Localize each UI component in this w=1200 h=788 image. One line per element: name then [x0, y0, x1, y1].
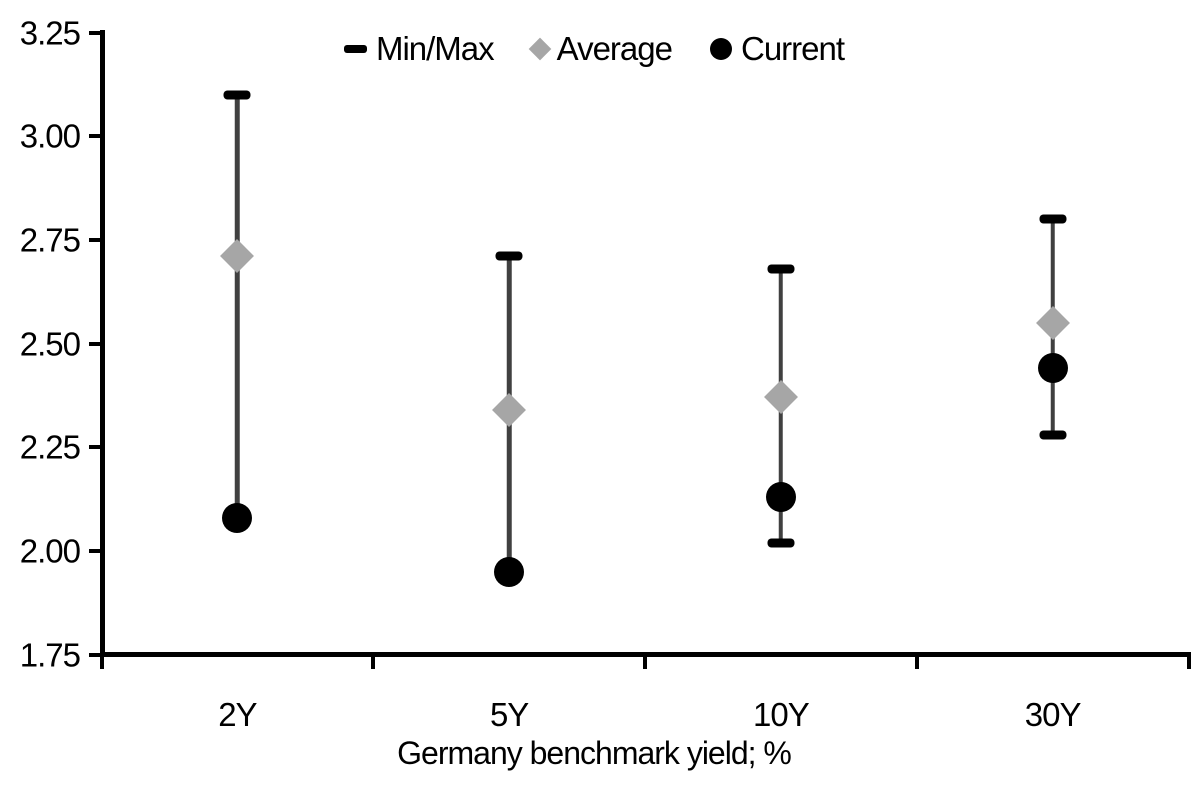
y-tick: [89, 237, 103, 242]
max-cap: [1039, 214, 1067, 224]
y-tick: [89, 652, 103, 657]
x-tick: [914, 652, 919, 669]
average-marker: [1035, 305, 1070, 340]
current-circle-icon: [709, 38, 732, 60]
y-tick: [89, 134, 103, 139]
y-tick-label: 2.50: [19, 325, 81, 362]
y-tick-label: 1.75: [19, 636, 81, 673]
average-marker: [220, 239, 255, 274]
legend-item-minmax: Min/Max: [343, 30, 495, 68]
y-tick: [89, 30, 103, 35]
y-tick-label: 2.25: [19, 428, 81, 466]
average-marker: [763, 380, 798, 415]
legend-label-minmax: Min/Max: [375, 30, 495, 67]
legend-item-current: Current: [709, 30, 845, 68]
y-tick-label: 3.25: [19, 14, 81, 51]
x-category-label: 10Y: [753, 696, 810, 733]
x-tick: [99, 652, 104, 669]
legend-label-current: Current: [740, 30, 845, 67]
x-category-label: 2Y: [218, 696, 257, 733]
legend: Min/Max Average Current: [0, 30, 1188, 68]
x-axis-title: Germany benchmark yield; %: [397, 735, 792, 771]
average-marker: [492, 392, 527, 427]
max-cap: [767, 264, 795, 274]
y-tick-label: 2.00: [19, 532, 81, 570]
y-tick-label: 2.75: [19, 221, 81, 259]
range-line: [235, 94, 240, 518]
current-marker: [222, 502, 253, 533]
legend-label-average: Average: [556, 30, 673, 67]
min-cap: [767, 538, 795, 548]
current-marker: [765, 481, 796, 512]
average-diamond-icon: [528, 37, 551, 61]
max-cap: [495, 251, 523, 261]
max-cap: [223, 90, 251, 100]
current-marker: [494, 556, 525, 587]
min-cap: [1039, 430, 1067, 440]
x-tick: [371, 652, 376, 669]
y-tick: [89, 341, 103, 346]
y-tick: [89, 548, 103, 553]
x-tick: [1186, 652, 1191, 669]
y-tick-label: 3.00: [19, 117, 81, 155]
legend-item-average: Average: [528, 30, 673, 68]
y-tick: [89, 445, 103, 450]
current-marker: [1037, 353, 1068, 384]
minmax-dash-icon: [343, 45, 367, 53]
x-tick: [643, 652, 647, 669]
x-category-label: 5Y: [489, 696, 529, 733]
x-category-label: 30Y: [1024, 696, 1082, 733]
